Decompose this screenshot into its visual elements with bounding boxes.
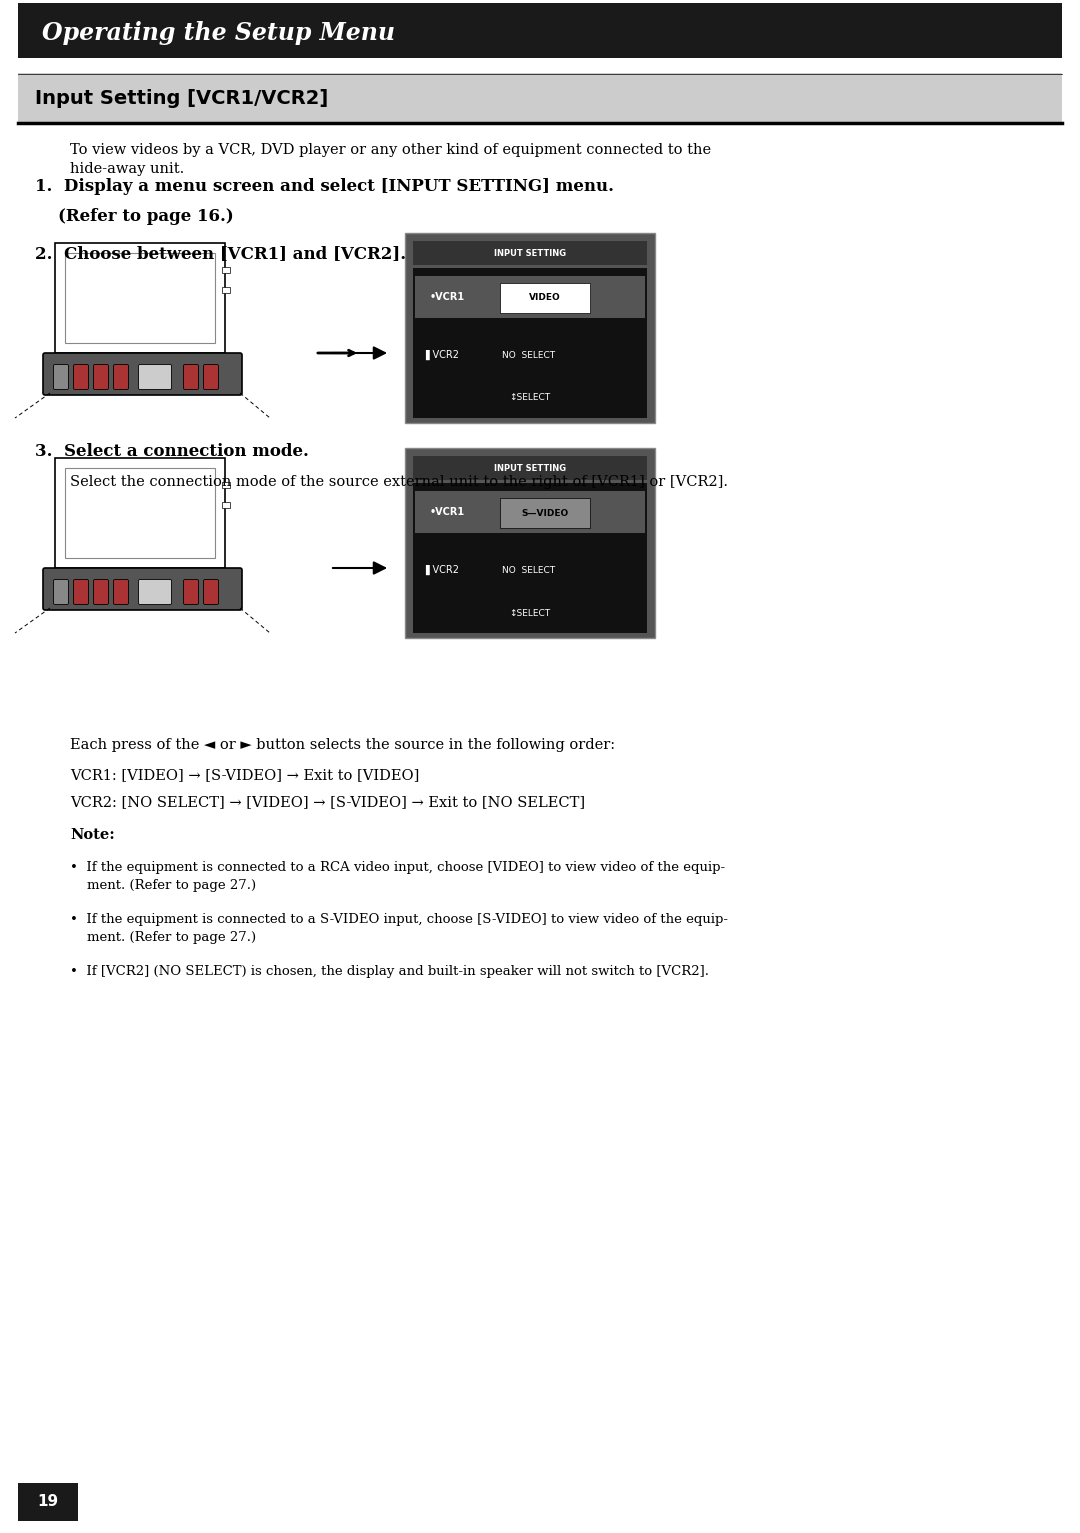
Bar [405, 448, 654, 638]
Text: INPUT SETTING: INPUT SETTING [494, 248, 566, 258]
Text: To view videos by a VCR, DVD player or any other kind of equipment connected to : To view videos by a VCR, DVD player or a… [70, 143, 711, 176]
Text: (Refer to page 16.): (Refer to page 16.) [35, 208, 233, 225]
Bar [55, 458, 225, 569]
Text: S—VIDEO: S—VIDEO [522, 509, 569, 518]
Text: ↕SELECT: ↕SELECT [510, 609, 551, 618]
Text: Input Setting [VCR1/VCR2]: Input Setting [VCR1/VCR2] [35, 89, 328, 107]
Bar [415, 276, 645, 317]
Bar [55, 244, 225, 353]
FancyBboxPatch shape [43, 569, 242, 610]
Bar [500, 284, 590, 313]
FancyBboxPatch shape [73, 365, 89, 389]
Text: Select the connection mode of the source external unit to the right of [VCR1] or: Select the connection mode of the source… [70, 475, 728, 489]
Bar [222, 501, 230, 507]
Text: ▌VCR2: ▌VCR2 [426, 564, 459, 575]
FancyBboxPatch shape [138, 365, 172, 389]
Bar [222, 287, 230, 293]
Bar [18, 1482, 78, 1521]
FancyBboxPatch shape [43, 353, 242, 396]
Text: ↕SELECT: ↕SELECT [510, 394, 551, 403]
Text: VCR2: [NO SELECT] → [VIDEO] → [S-VIDEO] → Exit to [NO SELECT]: VCR2: [NO SELECT] → [VIDEO] → [S-VIDEO] … [70, 796, 585, 809]
FancyBboxPatch shape [94, 365, 108, 389]
Text: 1.  Display a menu screen and select [INPUT SETTING] menu.: 1. Display a menu screen and select [INP… [35, 178, 615, 195]
Text: NO  SELECT: NO SELECT [502, 351, 555, 360]
Bar [18, 74, 1062, 123]
Text: Operating the Setup Menu: Operating the Setup Menu [42, 21, 395, 44]
Bar [500, 498, 590, 527]
FancyBboxPatch shape [203, 365, 218, 389]
FancyBboxPatch shape [184, 579, 199, 604]
Text: •  If the equipment is connected to a S-VIDEO input, choose [S-VIDEO] to view vi: • If the equipment is connected to a S-V… [70, 914, 728, 944]
Text: Note:: Note: [70, 828, 114, 842]
FancyBboxPatch shape [184, 365, 199, 389]
Text: 2.  Choose between [VCR1] and [VCR2].: 2. Choose between [VCR1] and [VCR2]. [35, 245, 406, 262]
Text: Each press of the ◄ or ► button selects the source in the following order:: Each press of the ◄ or ► button selects … [70, 737, 616, 753]
Text: VCR1: [VIDEO] → [S-VIDEO] → Exit to [VIDEO]: VCR1: [VIDEO] → [S-VIDEO] → Exit to [VID… [70, 768, 419, 782]
Text: •VCR1: •VCR1 [430, 291, 465, 302]
FancyBboxPatch shape [73, 579, 89, 604]
Bar [222, 481, 230, 487]
FancyBboxPatch shape [113, 365, 129, 389]
FancyBboxPatch shape [113, 579, 129, 604]
Bar [65, 253, 215, 343]
FancyBboxPatch shape [54, 579, 68, 604]
Text: INPUT SETTING: INPUT SETTING [494, 463, 566, 472]
Text: •  If [VCR2] (NO SELECT) is chosen, the display and built-in speaker will not sw: • If [VCR2] (NO SELECT) is chosen, the d… [70, 964, 708, 978]
Text: •VCR1: •VCR1 [430, 507, 465, 517]
FancyBboxPatch shape [203, 579, 218, 604]
Text: NO  SELECT: NO SELECT [502, 566, 555, 575]
Bar [405, 233, 654, 423]
Text: ▌VCR2: ▌VCR2 [426, 350, 459, 360]
Bar [222, 267, 230, 273]
Bar [413, 455, 647, 480]
Text: VIDEO: VIDEO [529, 293, 561, 302]
FancyBboxPatch shape [94, 579, 108, 604]
Bar [18, 3, 1062, 58]
Text: 3.  Select a connection mode.: 3. Select a connection mode. [35, 443, 309, 460]
Bar [413, 483, 647, 633]
Bar [65, 468, 215, 558]
Text: •  If the equipment is connected to a RCA video input, choose [VIDEO] to view vi: • If the equipment is connected to a RCA… [70, 862, 725, 892]
Bar [415, 491, 645, 533]
FancyBboxPatch shape [54, 365, 68, 389]
FancyBboxPatch shape [138, 579, 172, 604]
Bar [413, 268, 647, 419]
Text: 19: 19 [38, 1495, 58, 1510]
Bar [413, 241, 647, 265]
